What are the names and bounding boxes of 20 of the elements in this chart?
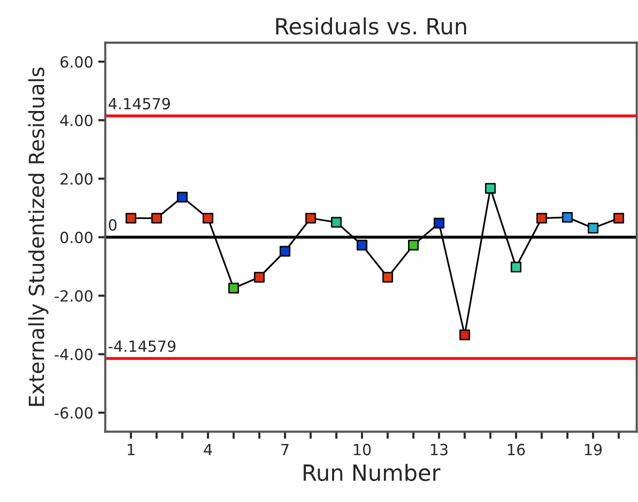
x-tick-label: 7 xyxy=(281,444,289,456)
x-tick-label: 10 xyxy=(354,444,371,456)
y-tick-label: -6.00 xyxy=(54,407,92,419)
y-tick-label: 2.00 xyxy=(60,173,92,185)
x-tick-label: 13 xyxy=(430,444,448,456)
y-tick-label: 4.00 xyxy=(60,114,92,126)
x-axis-title: Run Number xyxy=(304,464,440,482)
y-tick-label: -2.00 xyxy=(54,290,92,302)
x-tick-label: 19 xyxy=(585,444,602,456)
x-tick-label: 16 xyxy=(508,444,525,456)
y-axis-title: Externally Studentized Residuals xyxy=(28,68,48,406)
ref-line-label: -4.14579 xyxy=(108,340,176,352)
ref-line-label: 0 xyxy=(108,219,117,231)
x-tick-label: 1 xyxy=(128,444,134,456)
y-tick-label: 0.00 xyxy=(60,232,92,244)
x-tick-label: 4 xyxy=(204,444,212,456)
ref-line-label: 4.14579 xyxy=(108,98,170,110)
y-tick-label: -4.00 xyxy=(54,348,92,360)
chart-title: Residuals vs. Run xyxy=(276,17,466,35)
y-tick-label: 6.00 xyxy=(60,56,92,68)
